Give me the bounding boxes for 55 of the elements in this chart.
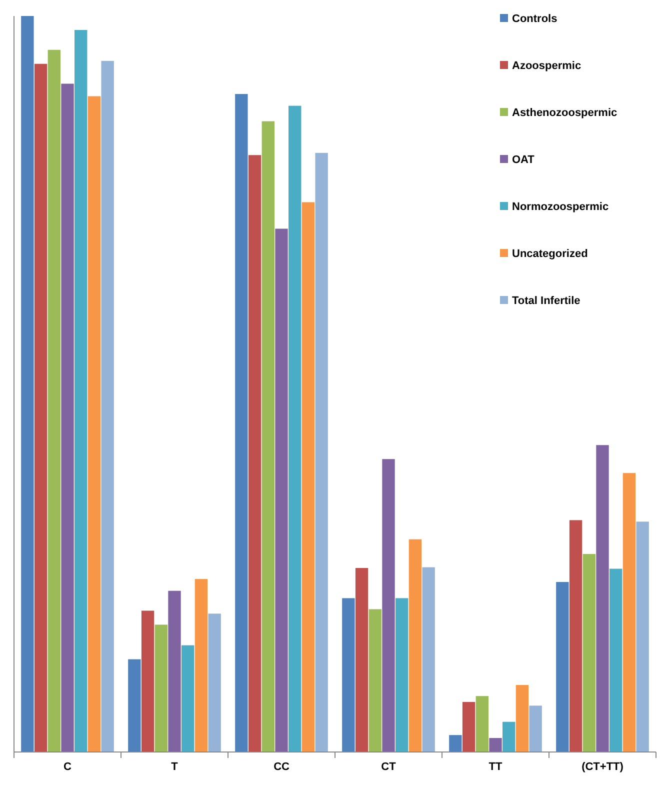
bar: [61, 84, 74, 752]
bar: [582, 554, 596, 752]
x-tick-label: CT: [381, 760, 396, 773]
bar: [235, 94, 248, 752]
bar: [262, 121, 274, 752]
bar: [622, 473, 636, 752]
bar: [315, 152, 328, 752]
bar: [101, 60, 114, 752]
bar: [489, 738, 502, 752]
x-tick-label: T: [171, 760, 178, 773]
legend-label: Asthenozoospermic: [512, 107, 618, 119]
bar: [34, 64, 48, 752]
bar: [342, 598, 355, 752]
legend-label: Controls: [512, 13, 558, 25]
bar: [141, 610, 154, 752]
bar: [48, 50, 60, 752]
bar: [449, 735, 462, 752]
bar: [368, 609, 382, 752]
bar: [556, 582, 569, 752]
x-tick-label: TT: [488, 760, 502, 773]
legend-label: Normozoospermic: [512, 201, 609, 213]
bar: [422, 567, 435, 752]
bar: [355, 568, 368, 752]
bar: [396, 598, 408, 752]
bar: [462, 702, 476, 752]
bar: [382, 459, 395, 752]
x-tick-label: C: [64, 760, 72, 773]
bar: [168, 590, 181, 752]
bar: [502, 722, 516, 752]
legend-label: Total Infertile: [512, 295, 580, 307]
bar: [408, 539, 422, 752]
bar: [529, 706, 542, 752]
legend-label: Uncategorized: [512, 248, 588, 260]
bar: [208, 614, 221, 752]
bar: [128, 659, 141, 752]
bar: [516, 685, 529, 752]
x-tick-label: CC: [274, 760, 290, 773]
bar: [610, 568, 622, 752]
bar: [182, 645, 194, 752]
legend-label: Azoospermic: [512, 60, 582, 72]
bar: [21, 16, 34, 752]
legend-label: OAT: [512, 154, 535, 166]
bar: [476, 696, 488, 752]
bar: [636, 522, 649, 752]
bar: [248, 155, 262, 752]
bar: [74, 30, 88, 752]
bar: [275, 228, 288, 752]
bar: [596, 445, 609, 752]
bar: [88, 96, 101, 752]
x-tick-label: (CT+TT): [582, 760, 624, 773]
bar: [194, 579, 208, 752]
bar: [154, 624, 168, 752]
bar: [288, 106, 302, 752]
bar: [569, 520, 582, 752]
bar: [302, 202, 315, 752]
